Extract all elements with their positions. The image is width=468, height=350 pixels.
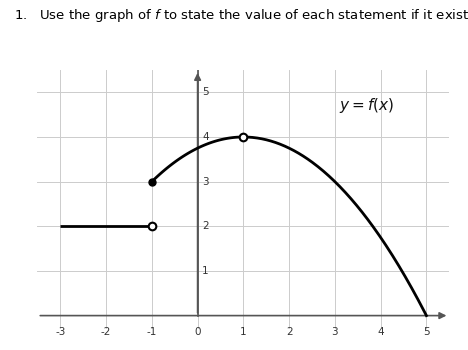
Text: 1.   Use the graph of $f$ to state the value of each statement if it exists.: 1. Use the graph of $f$ to state the val…: [14, 7, 468, 24]
Text: -1: -1: [146, 327, 157, 337]
Text: 0: 0: [194, 327, 201, 337]
Text: 1: 1: [202, 266, 209, 276]
Text: 4: 4: [202, 132, 209, 142]
Text: 4: 4: [377, 327, 384, 337]
Text: 2: 2: [286, 327, 292, 337]
Text: 5: 5: [423, 327, 430, 337]
Text: 1: 1: [240, 327, 247, 337]
Text: 3: 3: [202, 177, 209, 187]
Text: 3: 3: [331, 327, 338, 337]
Text: $y = f(x)$: $y = f(x)$: [339, 96, 395, 115]
Text: 5: 5: [202, 88, 209, 97]
Text: -3: -3: [55, 327, 66, 337]
Text: -2: -2: [101, 327, 111, 337]
Text: 2: 2: [202, 221, 209, 231]
